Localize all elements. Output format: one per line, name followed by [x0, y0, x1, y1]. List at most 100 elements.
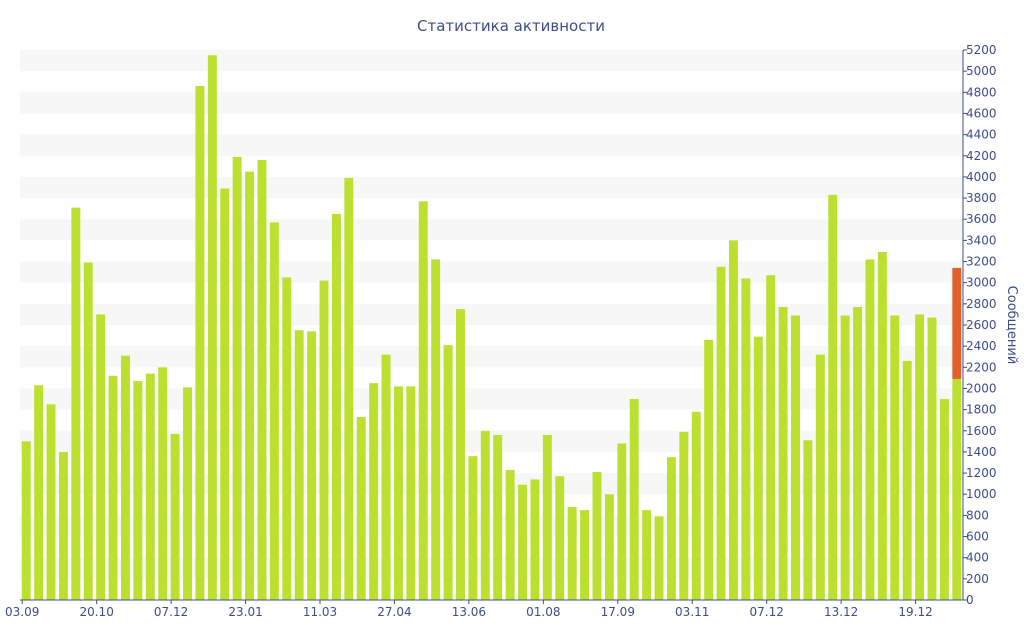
bar: [741, 278, 751, 600]
y-tick-label: 4600: [966, 106, 997, 120]
y-tick-label: 3400: [966, 233, 997, 247]
y-tick-label: 2200: [966, 360, 997, 374]
bar: [245, 171, 255, 600]
grid-band: [20, 473, 963, 495]
bar: [642, 510, 652, 600]
bar: [71, 207, 81, 600]
bar: [220, 188, 230, 601]
bar: [381, 354, 391, 600]
grid-band: [20, 92, 963, 114]
bar: [840, 315, 850, 600]
bar: [877, 252, 887, 600]
bar: [331, 213, 341, 600]
bar: [294, 330, 304, 600]
x-tick-label: 20.10: [79, 605, 113, 619]
bar: [505, 469, 515, 600]
bar: [890, 315, 900, 600]
bar: [592, 472, 602, 600]
bar: [356, 417, 366, 600]
bar: [828, 194, 838, 600]
bar-highlight: [952, 267, 962, 379]
bar: [617, 443, 627, 600]
grid-band: [20, 261, 963, 283]
bar: [704, 339, 714, 600]
y-tick-label: 4400: [966, 128, 997, 142]
y-tick-label: 3600: [966, 212, 997, 226]
y-axis-label: Сообщений: [1004, 286, 1019, 365]
y-tick-label: 1600: [966, 424, 997, 438]
bar: [369, 383, 379, 600]
bar: [815, 354, 825, 600]
bar: [493, 435, 503, 600]
bar-series: [21, 55, 962, 601]
bar: [456, 309, 465, 600]
bar: [654, 516, 664, 600]
x-tick-label: 23.01: [228, 605, 262, 619]
bar: [865, 259, 875, 600]
bar: [468, 456, 478, 600]
y-tick-label: 3000: [966, 276, 997, 290]
y-tick-label: 400: [966, 551, 989, 565]
bar: [121, 355, 130, 600]
bar: [34, 385, 44, 600]
y-tick-label: 1800: [966, 403, 997, 417]
bar: [257, 160, 267, 600]
x-tick-label: 13.12: [824, 605, 858, 619]
y-tick-label: 3800: [966, 191, 997, 205]
grid-band: [20, 219, 963, 241]
grid-band: [20, 303, 963, 325]
bar: [853, 307, 862, 600]
bar: [443, 345, 453, 600]
bar: [195, 85, 205, 600]
x-tick-label: 07.12: [154, 605, 188, 619]
bar: [753, 336, 763, 600]
bar: [580, 510, 590, 600]
y-tick-label: 4000: [966, 170, 997, 184]
bar: [791, 315, 800, 600]
grid-band: [20, 346, 963, 368]
bar: [406, 386, 416, 600]
grid-band: [20, 430, 963, 452]
y-tick-label: 5200: [966, 43, 997, 57]
x-tick-label: 13.06: [452, 605, 486, 619]
bar: [604, 494, 614, 600]
grid-band: [20, 50, 963, 72]
bar: [393, 386, 403, 600]
bar: [666, 457, 676, 600]
bar: [344, 177, 354, 600]
bar: [133, 381, 143, 600]
bar: [21, 441, 31, 600]
y-tick-label: 1000: [966, 487, 997, 501]
y-tick-label: 1400: [966, 445, 997, 459]
bar: [431, 259, 441, 600]
bar: [716, 266, 726, 600]
bar: [629, 399, 639, 600]
y-tick-label: 0: [966, 593, 974, 607]
bar: [46, 404, 56, 600]
bar: [939, 399, 949, 600]
bar: [766, 275, 776, 600]
bar: [145, 373, 155, 600]
bar: [927, 317, 937, 600]
bar: [170, 433, 180, 600]
bar: [803, 440, 813, 600]
x-tick-label: 03.11: [675, 605, 709, 619]
y-tick-label: 2400: [966, 339, 997, 353]
y-tick-label: 4200: [966, 149, 997, 163]
bar: [679, 431, 689, 600]
x-tick-label: 19.12: [898, 605, 932, 619]
bar: [418, 201, 428, 600]
grid-band: [20, 176, 963, 199]
bar: [269, 222, 279, 600]
bar: [480, 430, 490, 600]
x-tick-label: 03.09: [5, 605, 39, 619]
grid-band: [20, 134, 963, 156]
bar: [307, 331, 317, 600]
bar: [915, 314, 925, 600]
x-tick-label: 27.04: [377, 605, 411, 619]
bar: [158, 367, 168, 600]
bar: [183, 387, 192, 600]
y-tick-label: 600: [966, 530, 989, 544]
bar: [518, 484, 527, 600]
